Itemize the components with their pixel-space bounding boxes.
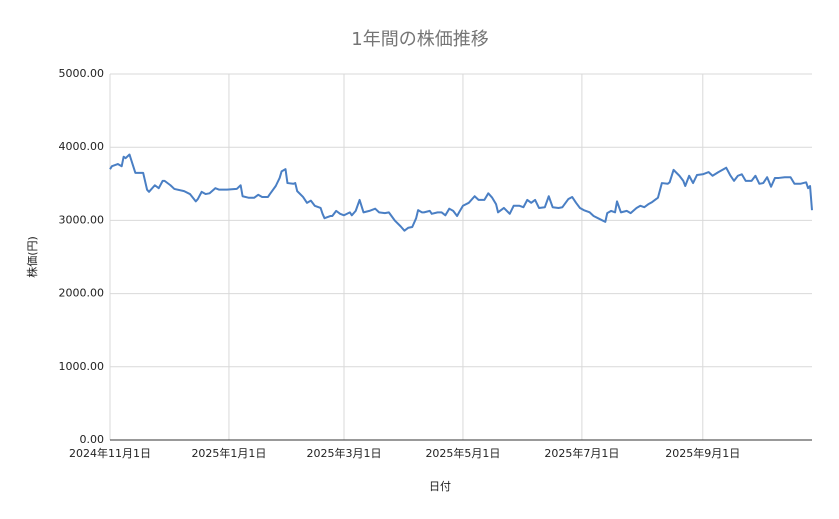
chart-title: 1年間の株価推移: [351, 29, 488, 50]
y-axis-label: 株価(円): [25, 236, 39, 278]
x-tick-label: 2025年1月1日: [191, 446, 266, 460]
x-axis-label: 日付: [429, 480, 451, 493]
x-tick-label: 2025年7月1日: [544, 446, 619, 460]
y-tick-label: 5000.00: [59, 67, 105, 80]
data-line: [109, 153, 813, 232]
y-tick-label: 4000.00: [59, 140, 105, 153]
y-tick-label: 1000.00: [59, 360, 105, 373]
y-tick-label: 2000.00: [59, 287, 105, 300]
y-tick-label: 0.00: [80, 433, 105, 446]
x-tick-label: 2025年5月1日: [425, 446, 500, 460]
x-tick-label: 2025年3月1日: [307, 446, 382, 460]
x-tick-label: 2024年11月1日: [69, 446, 151, 460]
y-tick-label: 3000.00: [59, 213, 105, 226]
x-tick-label: 2025年9月1日: [665, 446, 740, 460]
